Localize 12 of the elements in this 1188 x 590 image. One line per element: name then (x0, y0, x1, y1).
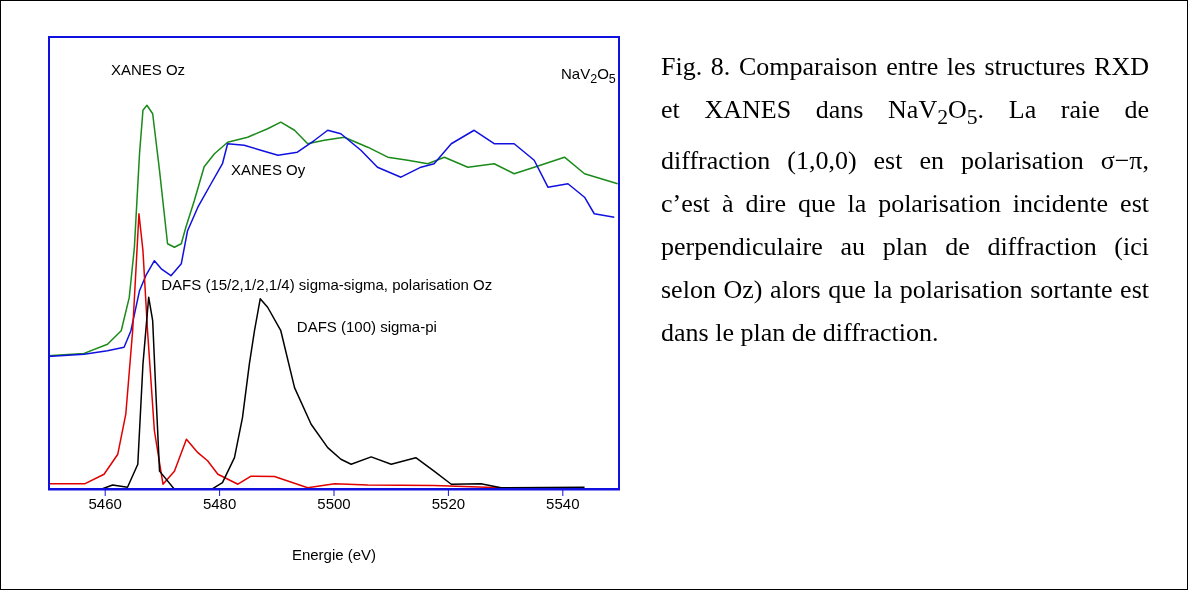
x-tick-label: 5460 (88, 494, 122, 512)
x-axis-title: Energie (eV) (291, 546, 377, 563)
annotation: DAFS (15/2,1/2,1/4) sigma-sigma, polarisation Oz (161, 276, 493, 294)
text: NaV$_{2}$O$_{5}$ (561, 65, 616, 86)
x-tick-label: 5540 (546, 494, 580, 512)
text: XANES Oz (110, 60, 186, 78)
series-label: XANES Oy (231, 160, 306, 178)
text: Fig. 8. Comparaison entre les structures RXD et XANES dans NaV$_{2}$O$_{5}$. La raie de diffraction (1,0,0) est en polarisation σ−π, c’est à dire que la polarisation incidente est perpendiculaire au plan de diffraction (ici selon Oz) alors que la polarisation sortante est dans le plan de diffraction. (661, 52, 1149, 348)
x-tick-label: 5500 (317, 494, 351, 512)
series-label: DAFS (100) sigma-pi (296, 318, 437, 336)
x-tick-label: 5520 (431, 494, 466, 512)
x-tick-label: 5480 (202, 494, 237, 512)
